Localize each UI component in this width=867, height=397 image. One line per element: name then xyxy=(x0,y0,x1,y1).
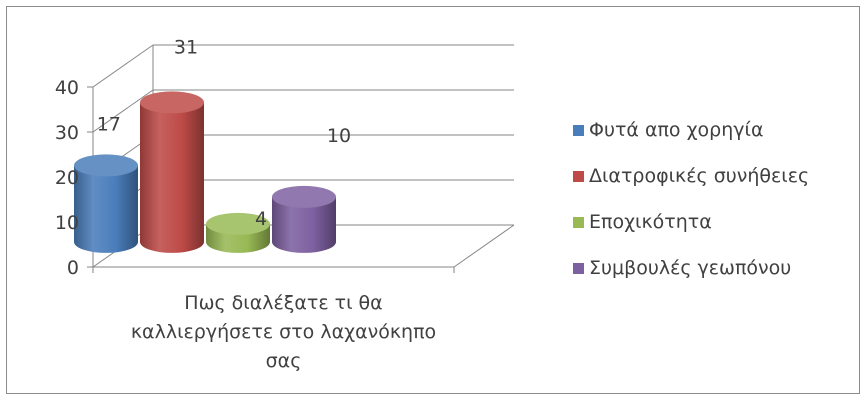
bar-top xyxy=(272,185,336,208)
gridline-side xyxy=(92,89,154,133)
legend-entry: Φυτά απο χορηγία xyxy=(589,119,763,141)
bars-group xyxy=(74,91,336,253)
chart-svg: 0 10 20 30 40 17 31 4 10 Πως διαλέξατε τι θα καλλι… xyxy=(55,36,809,372)
data-label-4: 10 xyxy=(327,125,351,147)
labels-group: 0 10 20 30 40 17 31 4 10 Πως διαλέξατε τι θα καλλι… xyxy=(55,36,436,372)
bar-4 xyxy=(272,185,336,253)
legend-swatch xyxy=(573,125,584,136)
chart-frame: 0 10 20 30 40 17 31 4 10 Πως διαλέξατε τι θα καλλι… xyxy=(6,6,860,394)
y-tick-label: 0 xyxy=(67,257,79,279)
bar-body xyxy=(272,196,336,253)
y-tick-label: 20 xyxy=(55,167,79,189)
bar-top xyxy=(74,154,138,177)
category-label-line: σας xyxy=(266,350,302,372)
bar-body xyxy=(74,165,138,253)
data-label-2: 31 xyxy=(174,36,198,58)
legend-swatch xyxy=(573,263,584,274)
chart-walls xyxy=(87,44,515,273)
bar-top xyxy=(206,212,270,235)
bar-body xyxy=(140,102,204,253)
bar-top xyxy=(140,91,204,114)
data-label-1: 17 xyxy=(97,113,121,135)
data-label-3: 4 xyxy=(255,208,267,230)
legend-entry: Εποχικότητα xyxy=(589,211,712,233)
legend-swatch xyxy=(573,217,584,228)
category-label-line: καλλιεργήσετε στο λαχανόκηπο xyxy=(131,321,436,343)
bar-2 xyxy=(140,91,204,253)
bar-1 xyxy=(74,154,138,253)
legend-swatch xyxy=(573,171,584,182)
y-tick-label: 40 xyxy=(55,77,79,99)
bar-3 xyxy=(206,212,270,253)
floor-right-edge xyxy=(453,224,515,268)
legend: Φυτά απο χορηγία Διατροφικές συνήθειες Επο… xyxy=(573,119,809,279)
legend-entry: Διατροφικές συνήθειες xyxy=(589,165,809,187)
gridline-side xyxy=(92,44,154,88)
legend-entry: Συμβουλές γεωπόνου xyxy=(589,257,791,279)
y-tick-label: 10 xyxy=(55,212,79,234)
y-tick-label: 30 xyxy=(55,122,79,144)
category-label-line: Πως διαλέξατε τι θα xyxy=(184,292,382,314)
